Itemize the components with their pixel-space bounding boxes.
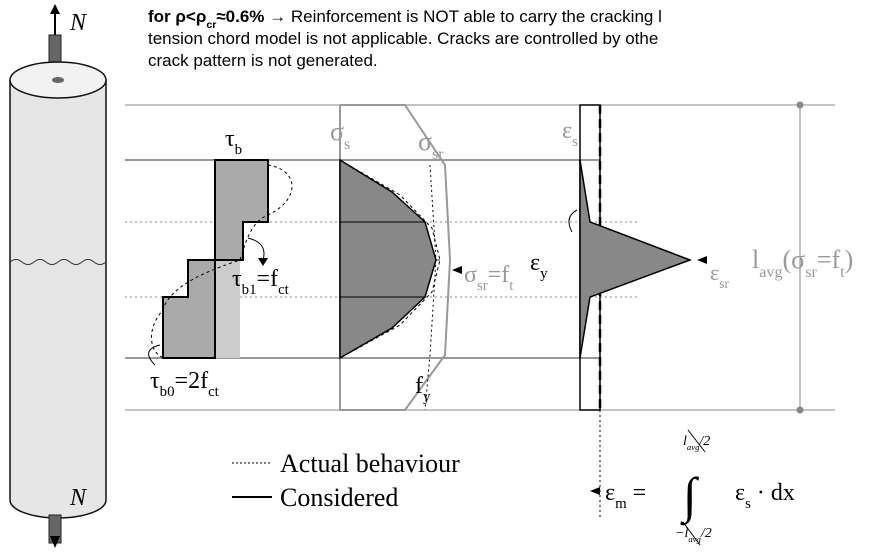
label: lavg(σsr=ft) [752,245,853,281]
text-segment: ct [208,384,220,400]
text-segment: τ [150,368,160,394]
steel-strain [580,160,690,358]
specimen [10,4,106,548]
text-segment: ≈0.6% [216,7,264,26]
text-segment: y [540,266,548,282]
text-segment: =2f [175,368,209,394]
text-segment: τ [225,126,235,152]
text-segment: ε [530,250,540,276]
label: τb0=2fct [150,368,220,400]
text-segment: avg [688,534,701,544]
text-segment: =f [257,266,279,292]
text-segment: crack pattern is not generated. [148,51,378,70]
text-segment: ε [562,118,572,144]
text-segment: → Reinforcement is NOT able to carry the… [264,7,661,26]
text-segment: sr [432,146,444,163]
note-line: crack pattern is not generated. [148,51,378,70]
text-segment: /2 [700,526,712,541]
text-segment: ∫ [680,467,700,526]
label: εsr [710,260,730,291]
text-segment: τ [232,266,242,292]
formula-limit: lavg/2 [683,434,710,452]
label: σsr [418,127,444,163]
label: τb1=fct [232,266,290,298]
text-segment: sr [805,264,817,281]
diagram: for ρ<ρcr≈0.6% → Reinforcement is NOT ab… [0,0,874,554]
text-segment: ct [278,282,290,298]
formula-lhs: εm = [605,480,646,512]
text-segment: /2 [698,434,710,449]
text-segment: · dx [751,480,795,506]
force-label: N [69,10,88,36]
label: σsr=ft [464,262,514,294]
label: εy [530,250,548,282]
text-segment: sr [477,278,488,294]
text-segment: f [415,373,423,399]
formula-limit: −lavg/2 [675,526,712,544]
note-line: for ρ<ρcr≈0.6% → Reinforcement is NOT ab… [148,7,662,31]
label: τb [225,126,242,158]
text-segment: s [344,136,350,153]
text-segment: (σ [783,245,806,274]
text-segment: b [235,142,242,158]
text-segment: b0 [160,384,175,400]
text-segment: avg [687,442,700,452]
text-segment: σ [330,117,344,146]
text-segment: tension chord model is not applicable. C… [148,29,658,48]
formula-integral: ∫ [680,467,700,526]
text-segment: sr [719,276,729,291]
force-label: N [69,485,88,511]
text-segment: =f [488,262,510,288]
text-segment: m [615,496,627,512]
text-segment: s [572,134,578,150]
text-segment: −l [675,526,688,541]
note-line: tension chord model is not applicable. C… [148,29,658,48]
text-segment: y [423,389,431,405]
text-segment: for ρ<ρ [148,7,206,26]
bond-stress-considered [163,160,268,358]
text-segment: σ [418,127,432,156]
text-segment: avg [759,264,782,281]
legend-label: Actual behaviour [280,449,460,478]
text-segment: ε [735,480,745,506]
text-segment: = [627,480,647,506]
text-segment: ε [605,480,615,506]
text-segment: ε [710,260,719,285]
text-segment: ) [845,245,854,274]
formula-body: εs · dx [735,480,795,512]
text-segment: N [69,485,88,511]
text-segment: b1 [242,282,257,298]
text-segment: =f [817,245,841,274]
text-segment: t [509,278,514,294]
text-segment: N [69,10,88,36]
text-segment: σ [464,262,477,288]
label: εs [562,118,578,150]
legend-label: Considered [280,483,398,512]
steel-stress [340,160,436,358]
text-segment: l [752,245,759,274]
